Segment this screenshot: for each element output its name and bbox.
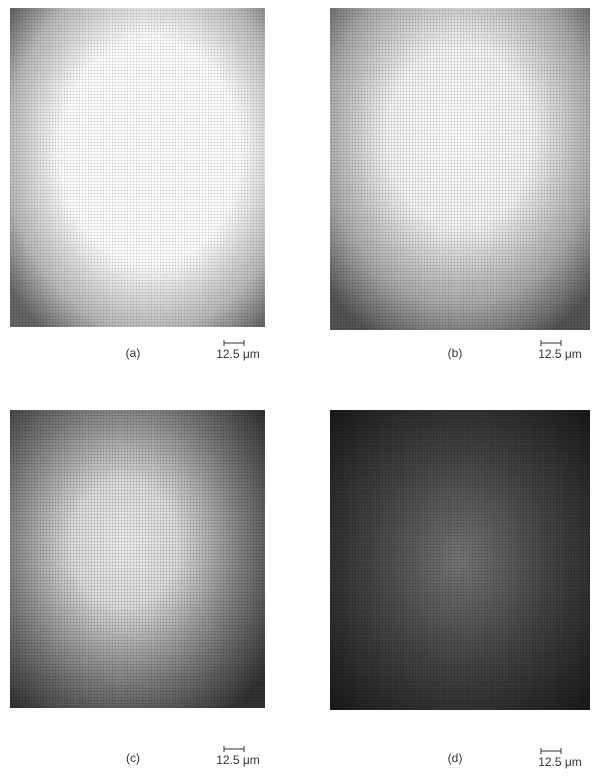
scale-label: 12.5 μm (216, 753, 260, 767)
scale-label: 12.5 μm (216, 347, 260, 361)
halftone (330, 8, 590, 330)
scale-bar (541, 340, 561, 346)
panel-label: (d) (448, 751, 463, 765)
panel-c: (c) 12.5 μm (10, 410, 265, 767)
scale-label: 12.5 μm (538, 347, 582, 361)
scale-label: 12.5 μm (538, 755, 582, 769)
panel-a: (a) 12.5 μm (10, 8, 265, 361)
panel-label: (a) (126, 346, 141, 360)
panel-b: (b) 12.5 μm (330, 8, 590, 361)
figure: (a) 12.5 μm (b) 12.5 μm (c) 12.5 μm (d) … (0, 0, 594, 777)
panel-label: (c) (126, 751, 140, 765)
halftone (10, 8, 265, 327)
scale-bar (224, 746, 244, 752)
halftone (330, 410, 590, 710)
panel-d: (d) 12.5 μm (330, 410, 590, 769)
halftone (10, 410, 265, 708)
scale-bar (224, 340, 244, 346)
figure-canvas: (a) 12.5 μm (b) 12.5 μm (c) 12.5 μm (d) … (0, 0, 594, 777)
scale-bar (541, 748, 561, 754)
panel-label: (b) (448, 346, 463, 360)
